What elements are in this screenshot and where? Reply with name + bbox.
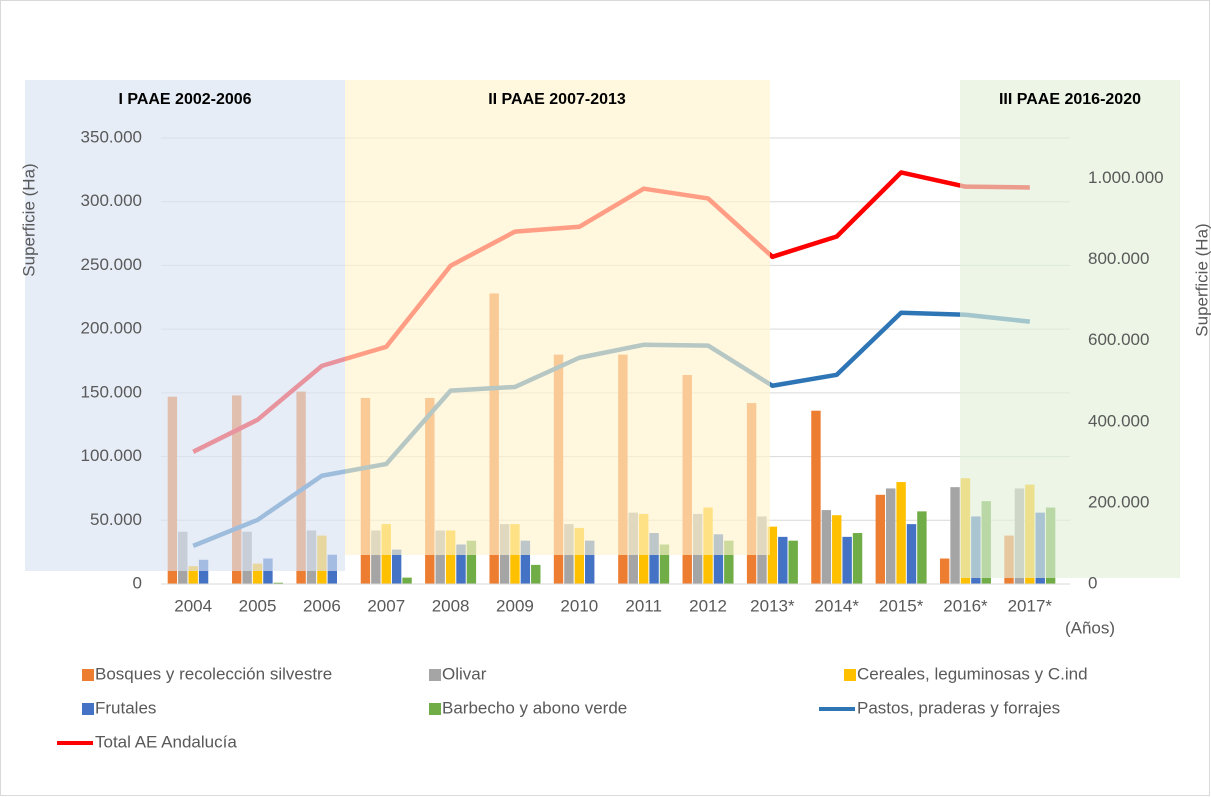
bar <box>939 558 950 584</box>
bar <box>371 530 381 584</box>
x-tick-label: 2009 <box>496 596 534 615</box>
bar <box>713 534 724 584</box>
x-tick-label: 2017* <box>1008 596 1053 615</box>
bar <box>456 544 466 584</box>
bar <box>896 482 906 584</box>
legend-swatch <box>82 669 94 681</box>
bar <box>788 540 798 584</box>
y-tick-label: 50.000 <box>90 510 142 529</box>
x-tick-label: 2016* <box>943 596 988 615</box>
y-tick-label: 350.000 <box>81 127 142 146</box>
y-tick-label: 250.000 <box>81 255 142 274</box>
legend-swatch <box>844 669 856 681</box>
legend-label: Bosques y recolección silvestre <box>95 664 332 683</box>
bar <box>391 549 402 584</box>
legend-swatch <box>82 703 94 715</box>
bar <box>466 540 477 584</box>
bar <box>724 540 734 584</box>
y2-axis-label: Superficie (Ha) <box>1192 223 1211 336</box>
bar <box>198 559 209 584</box>
region-label: I PAAE 2002-2006 <box>118 91 251 108</box>
x-tick-label: 2007 <box>367 596 405 615</box>
bar <box>875 494 886 584</box>
bar <box>778 536 788 584</box>
bar <box>917 511 927 584</box>
legend-swatch <box>429 669 441 681</box>
bar <box>906 524 917 584</box>
y2-tick-label: 0 <box>1088 573 1097 592</box>
y2-tick-label: 1.000.000 <box>1088 168 1164 187</box>
y-axis-label: Superficie (Ha) <box>19 163 38 276</box>
x-tick-label: 2014* <box>815 596 860 615</box>
y-tick-label: 300.000 <box>81 191 142 210</box>
bar <box>832 515 842 584</box>
bar <box>811 410 821 584</box>
bar <box>842 536 852 584</box>
bar <box>574 527 585 584</box>
y2-tick-label: 600.000 <box>1088 330 1149 349</box>
bar <box>188 566 198 584</box>
bar <box>445 530 456 584</box>
y-tick-label: 150.000 <box>81 382 142 401</box>
x-tick-label: 2006 <box>303 596 341 615</box>
legend-label: Barbecho y abono verde <box>442 698 627 717</box>
x-tick-label: 2013* <box>750 596 795 615</box>
y2-tick-label: 200.000 <box>1088 492 1149 511</box>
y-tick-label: 0 <box>133 573 142 592</box>
bar <box>659 544 670 584</box>
legend-swatch <box>429 703 441 715</box>
bar <box>273 582 284 584</box>
bar <box>531 564 541 584</box>
region <box>345 80 770 555</box>
bar <box>886 488 896 584</box>
x-tick-label: 2010 <box>560 596 598 615</box>
region <box>960 80 1180 578</box>
region <box>25 80 345 571</box>
bar <box>520 540 531 584</box>
x-tick-label: 2004 <box>174 596 212 615</box>
bar <box>950 487 960 584</box>
legend-label: Cereales, leguminosas y C.ind <box>857 664 1088 683</box>
bar <box>767 526 778 584</box>
legend-label: Olivar <box>442 664 487 683</box>
legend-label: Pastos, praderas y forrajes <box>857 698 1060 717</box>
legend: Bosques y recolección silvestre Olivar Cer… <box>57 664 1088 751</box>
bar <box>585 540 595 584</box>
x-axis-label: (Años) <box>1065 618 1115 637</box>
region-label: III PAAE 2016-2020 <box>999 91 1141 108</box>
y2-tick-label: 800.000 <box>1088 249 1149 268</box>
bar <box>435 530 445 584</box>
y-tick-label: 200.000 <box>81 319 142 338</box>
bar <box>821 510 832 584</box>
x-tick-label: 2005 <box>239 596 277 615</box>
legend-label: Frutales <box>95 698 156 717</box>
x-tick-label: 2012 <box>689 596 727 615</box>
bar <box>263 558 273 584</box>
region-label: II PAAE 2007-2013 <box>488 91 626 108</box>
x-tick-label: 2008 <box>432 596 470 615</box>
bar <box>252 563 263 584</box>
y-tick-label: 100.000 <box>81 446 142 465</box>
bar <box>852 533 863 584</box>
x-tick-label: 2015* <box>879 596 924 615</box>
legend-label: Total AE Andalucía <box>95 732 237 751</box>
y2-tick-label: 400.000 <box>1088 411 1149 430</box>
x-tick-label: 2011 <box>625 596 662 615</box>
bar <box>402 577 412 584</box>
bar <box>649 533 659 584</box>
